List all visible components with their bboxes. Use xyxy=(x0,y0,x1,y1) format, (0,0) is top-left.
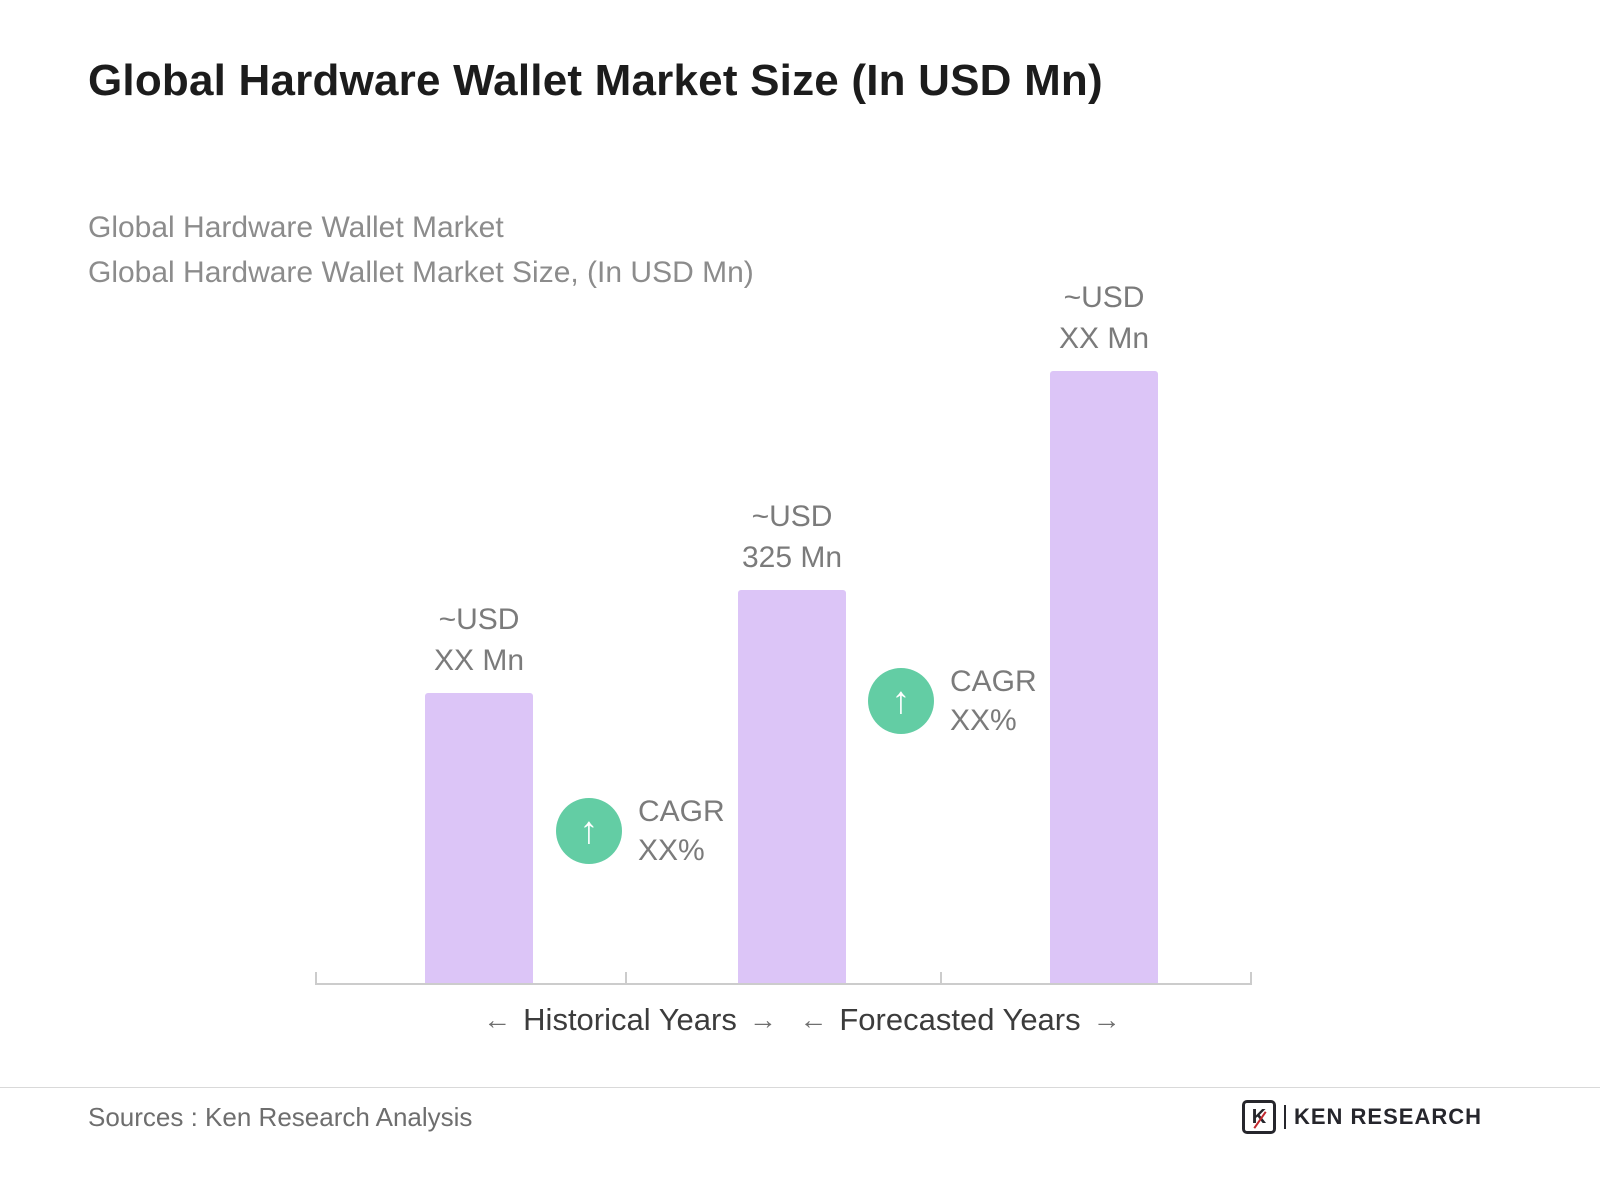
ken-research-logo-icon: K xyxy=(1241,1100,1276,1134)
bar xyxy=(738,590,846,985)
chart-subtitle: Global Hardware Wallet Market Global Har… xyxy=(88,205,754,295)
bar-group-forecast-end: ~USD XX Mn xyxy=(1050,281,1158,985)
axis-segment-label: Forecasted Years xyxy=(839,1002,1081,1037)
arrow-right-icon: → xyxy=(1092,1004,1121,1035)
x-axis-line xyxy=(315,972,1252,985)
axis-segment-historical-years: ← Historical Years → xyxy=(470,1002,790,1038)
ken-research-logo-text: KEN RESEARCH xyxy=(1293,1104,1482,1129)
sources-text: Sources : Ken Research Analysis xyxy=(88,1102,473,1132)
axis-tick xyxy=(625,972,627,985)
axis-tick xyxy=(940,972,942,985)
cagr-label: CAGR XX% xyxy=(638,795,725,867)
bar-group-historical-start: ~USD XX Mn xyxy=(425,603,533,985)
logo-separator xyxy=(1283,1105,1286,1129)
bar-value-label: ~USD XX Mn xyxy=(433,603,525,677)
arrow-right-icon: → xyxy=(748,1004,777,1035)
arrow-left-icon: ← xyxy=(799,1004,828,1035)
bar-value-label: ~USD XX Mn xyxy=(1058,281,1150,355)
bar-value-label: ~USD 325 Mn xyxy=(741,500,843,574)
axis-tick xyxy=(315,972,317,985)
axis-segment-label: Historical Years xyxy=(523,1002,737,1037)
axis-segment-forecasted-years: ← Forecasted Years → xyxy=(795,1002,1125,1038)
cagr-annotation-historical: ↑ CAGR XX% xyxy=(556,792,725,870)
bar-group-current-year: ~USD 325 Mn xyxy=(738,500,846,985)
chart-subtitle-line-2: Global Hardware Wallet Market Size, (In … xyxy=(88,256,754,289)
chart-subtitle-line-1: Global Hardware Wallet Market xyxy=(88,211,504,244)
page-title: Global Hardware Wallet Market Size (In U… xyxy=(88,56,1103,105)
bar xyxy=(1050,371,1158,985)
cagr-annotation-forecast: ↑ CAGR XX% xyxy=(868,662,1037,740)
footer-divider xyxy=(0,1087,1600,1088)
arrow-up-circle-icon: ↑ xyxy=(556,798,622,864)
arrow-left-icon: ← xyxy=(483,1004,512,1035)
arrow-up-circle-icon: ↑ xyxy=(868,668,934,734)
ken-research-logo: K KEN RESEARCH xyxy=(1241,1100,1482,1134)
axis-tick xyxy=(1250,972,1252,985)
cagr-label: CAGR XX% xyxy=(950,665,1037,737)
bar xyxy=(425,693,533,985)
